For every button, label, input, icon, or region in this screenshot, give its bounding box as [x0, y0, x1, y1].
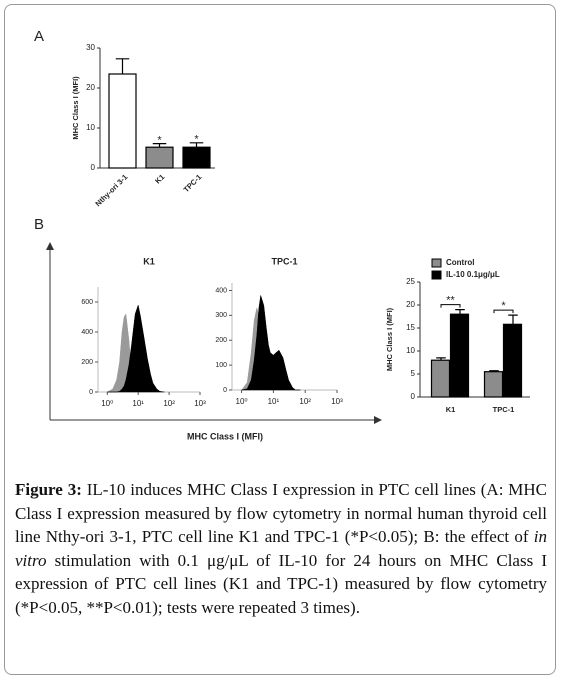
- bar: [430, 359, 451, 398]
- bar: [108, 73, 137, 169]
- x-tick-label: TPC-1: [493, 405, 515, 414]
- figure-border: [4, 4, 556, 675]
- x-tick-label: K1: [153, 172, 166, 185]
- panel-label: A: [34, 28, 44, 45]
- y-tick-label: 0: [223, 387, 227, 394]
- x-tick-label: 10⁰: [101, 399, 113, 408]
- x-tick-label: 10⁰: [236, 397, 248, 406]
- error-bar: [189, 142, 204, 148]
- chart-title: K1: [143, 256, 155, 266]
- y-tick-label: 0: [89, 389, 93, 396]
- y-axis-label: MHC Class I (MFI): [71, 76, 80, 140]
- y-tick-label: 20: [406, 300, 415, 309]
- y-tick-label: 0: [91, 163, 96, 172]
- legend-label: Control: [446, 258, 474, 267]
- y-tick-label: 20: [86, 83, 95, 92]
- error-bar: [508, 314, 518, 325]
- y-tick-label: 300: [215, 312, 227, 319]
- y-tick-label: 15: [406, 323, 415, 332]
- x-tick-label: 10²: [299, 397, 311, 406]
- significance-bracket: [440, 304, 461, 308]
- caption: Figure 3: IL-10 induces MHC Class I expr…: [15, 478, 547, 619]
- bar: [449, 313, 470, 398]
- legend-swatch: [431, 258, 442, 268]
- y-tick-label: 200: [215, 337, 227, 344]
- significance: *: [157, 135, 162, 147]
- x-tick-label: TPC-1: [182, 172, 204, 194]
- caption-text: IL-10 induces MHC Class I expression in …: [15, 480, 547, 546]
- y-tick-label: 25: [406, 277, 415, 286]
- error-bar: [436, 357, 446, 361]
- caption-text: stimulation with 0.1 μg/μL of IL-10 for …: [15, 550, 547, 617]
- y-tick-label: 0: [411, 392, 416, 401]
- bar: [483, 371, 504, 398]
- significance: *: [194, 134, 199, 146]
- error-bar: [489, 370, 499, 372]
- bar: [502, 323, 523, 398]
- legend-swatch: [431, 270, 442, 280]
- y-axis-label: MHC Class I (MFI): [385, 307, 394, 371]
- significance: *: [501, 300, 506, 312]
- chart-title: TPC-1: [271, 256, 297, 266]
- x-tick-label: Nthy-ori 3-1: [93, 172, 129, 208]
- y-tick-label: 400: [81, 329, 93, 336]
- significance: **: [446, 295, 455, 307]
- caption-label: Figure 3:: [15, 480, 82, 499]
- x-tick-label: K1: [446, 405, 456, 414]
- y-tick-label: 10: [86, 123, 95, 132]
- y-tick-label: 100: [215, 362, 227, 369]
- y-tick-label: 30: [86, 43, 95, 52]
- y-tick-label: 400: [215, 287, 227, 294]
- x-tick-label: 10¹: [268, 397, 280, 406]
- significance-bracket: [493, 309, 514, 314]
- arrow-head: [46, 242, 54, 250]
- y-tick-label: 600: [81, 299, 93, 306]
- arrow-head: [374, 416, 382, 424]
- x-tick-label: 10¹: [132, 399, 144, 408]
- y-tick-label: 10: [406, 346, 415, 355]
- bar: [182, 146, 211, 169]
- histogram-area: [107, 304, 165, 393]
- legend-label: IL-10 0.1μg/μL: [446, 270, 500, 279]
- histogram-area: [241, 295, 301, 391]
- error-bar: [455, 309, 465, 315]
- error-bar: [152, 143, 167, 148]
- bar: [145, 146, 174, 169]
- error-bar: [115, 58, 130, 74]
- x-tick-label: 10³: [194, 399, 206, 408]
- y-tick-label: 200: [81, 359, 93, 366]
- x-axis-label: MHC Class I (MFI): [187, 431, 263, 441]
- x-tick-label: 10²: [163, 399, 175, 408]
- y-tick-label: 5: [411, 369, 416, 378]
- x-tick-label: 10³: [331, 397, 343, 406]
- panel-label: B: [34, 216, 44, 233]
- caption-italic: in vitro: [15, 527, 547, 570]
